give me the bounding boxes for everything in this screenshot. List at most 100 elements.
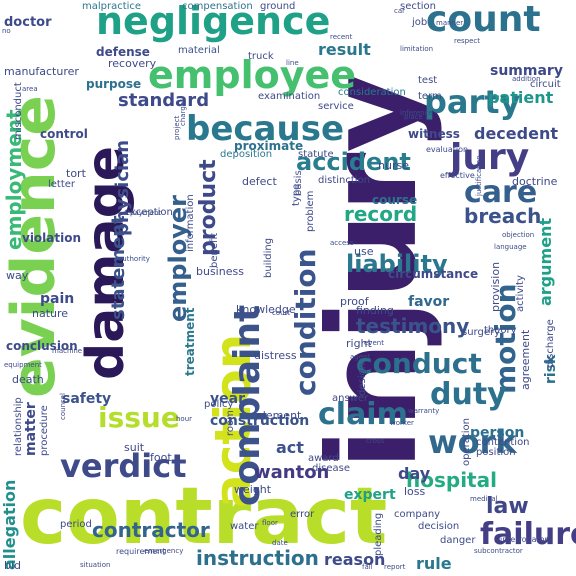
word-knowledge: knowledge (236, 303, 296, 316)
word-nature: nature (32, 307, 69, 320)
word-ground: ground (260, 1, 296, 12)
word-record: record (344, 202, 418, 226)
word-job: job (412, 17, 428, 28)
word-doctor: doctor (4, 15, 52, 30)
word-design: design (357, 362, 368, 396)
word-material: material (178, 45, 220, 56)
word-finding: finding (356, 304, 394, 317)
word-pain: pain (40, 291, 75, 307)
word-distress: distress (254, 349, 297, 362)
word-room: room (225, 410, 236, 436)
word-instruction: instruction (196, 546, 319, 570)
word-manufacturer: manufacturer (4, 65, 79, 78)
word-charge: charge (179, 101, 187, 126)
word-discharge: discharge (545, 319, 556, 368)
word-emergency: emergency (144, 547, 184, 555)
word-deposition: deposition (220, 149, 273, 160)
word-witness: witness (408, 127, 460, 141)
word-result: result (318, 40, 371, 59)
word-decedent: decedent (474, 124, 558, 143)
word-act: act (276, 438, 304, 457)
word-failure: failure (480, 517, 576, 552)
word-award: award (308, 453, 339, 464)
word-wanton: wanton (254, 462, 330, 483)
word-company: company (394, 509, 441, 520)
word-tort: tort (66, 167, 86, 180)
word-area: area (22, 85, 38, 93)
word-contractor: contractor (92, 518, 210, 542)
word-patient: patient (488, 88, 554, 107)
word-proof: proof (340, 295, 369, 308)
word-language: language (494, 243, 527, 251)
word-test: test (418, 75, 438, 86)
word-matter: matter (23, 402, 39, 456)
word-access: access (330, 239, 354, 247)
word-statement: statement (108, 215, 129, 320)
word-duty: duty (430, 377, 507, 412)
word-suit: suit (124, 441, 145, 454)
word-equipment: equipment (4, 361, 42, 369)
word-place: place (404, 113, 423, 121)
word-argument: argument (536, 217, 555, 306)
word-use: use (354, 245, 374, 258)
word-day: day (398, 464, 431, 483)
word-cross: cross (366, 437, 385, 445)
word-count: count (426, 0, 541, 40)
word-foot: foot (150, 451, 172, 464)
word-law: law (486, 494, 529, 519)
word-respect: respect (454, 37, 481, 45)
word-no: no (2, 27, 11, 35)
word-malpractice: malpractice (82, 1, 142, 12)
word-accident: accident (296, 148, 411, 176)
word-negligence: negligence (96, 0, 331, 43)
word-jury: jury (450, 137, 530, 178)
word-addition: addition (512, 75, 541, 83)
word-statute: statute (298, 149, 334, 160)
word-care: care (464, 175, 538, 210)
word-limitation: limitation (400, 45, 434, 53)
word-theory: theory (484, 325, 517, 336)
word-disease: disease (312, 463, 350, 474)
word-subcontractor: subcontractor (474, 547, 523, 555)
word-car: car (394, 7, 406, 15)
word-problem: problem (305, 190, 316, 232)
word-conclusion: conclusion (6, 339, 78, 353)
word-expert: expert (344, 487, 396, 503)
word-work: work (428, 423, 517, 461)
word-safety: safety (62, 391, 112, 407)
word-fall: fall (362, 563, 373, 571)
word-reason: reason (324, 550, 386, 569)
word-summary: summary (490, 63, 563, 79)
word-loss: loss (404, 485, 426, 498)
word-machine: machine (52, 347, 83, 355)
word-water: water (230, 521, 259, 532)
word-project: project (173, 115, 181, 140)
word-authority: authority (118, 255, 150, 263)
word-treatment: treatment (183, 307, 197, 376)
word-medical: medical (470, 495, 498, 503)
word-floor: floor (262, 519, 278, 527)
word-evaluation: evaluation (426, 145, 469, 154)
word-counsel: counsel (59, 393, 67, 420)
word-favor: favor (408, 294, 450, 310)
word-right: right (346, 337, 372, 350)
word-proximate: proximate (234, 139, 304, 153)
word-hospital: hospital (406, 468, 497, 492)
word-death: death (12, 373, 44, 386)
word-because: because (186, 109, 344, 149)
word-element: element (256, 409, 302, 422)
word-service: service (318, 101, 354, 112)
word-nurse: nurse (378, 159, 409, 172)
word-worker: worker (390, 419, 414, 427)
word-effective: effective (440, 171, 475, 180)
word-truck: truck (248, 51, 274, 62)
word-construction: construction (210, 413, 310, 429)
word-court: court (272, 309, 291, 317)
word-position: position (476, 447, 516, 458)
word-conduct: conduct (356, 347, 482, 380)
word-type: type (291, 183, 302, 206)
word-consideration: consideration (338, 87, 406, 98)
word-liability: liability (346, 250, 448, 278)
word-contention: contention (476, 437, 530, 448)
word-section: section (400, 1, 437, 12)
